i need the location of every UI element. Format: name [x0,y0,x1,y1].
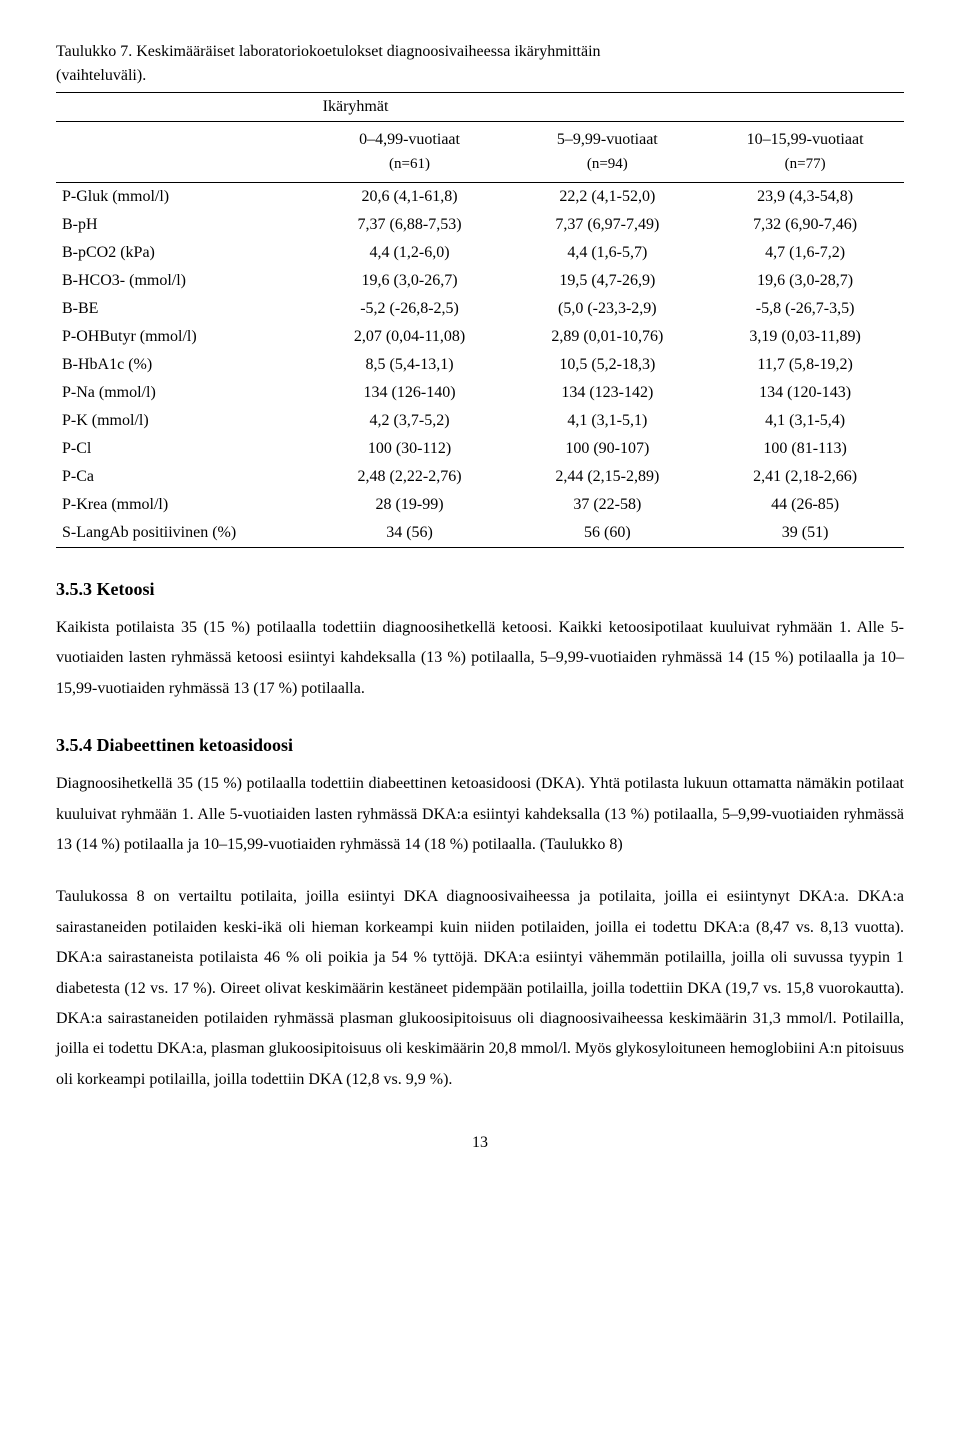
table-super-header: Ikäryhmät [311,93,904,122]
caption-line-2: (vaihteluväli). [56,67,146,84]
table-caption: Taulukko 7. Keskimääräiset laboratorioko… [56,40,904,88]
row-label: B-HbA1c (%) [56,351,311,379]
row-value: 34 (56) [311,519,509,548]
section-dka-title: 3.5.4 Diabeettinen ketoasidoosi [56,732,904,759]
table-row: B-pH7,37 (6,88-7,53)7,37 (6,97-7,49)7,32… [56,211,904,239]
row-label: P-K (mmol/l) [56,407,311,435]
row-value: 19,6 (3,0-28,7) [706,267,904,295]
row-value: 4,1 (3,1-5,4) [706,407,904,435]
row-label: B-pH [56,211,311,239]
row-label: B-BE [56,295,311,323]
row-value: 100 (81-113) [706,435,904,463]
section-dka-body-1: Diagnoosihetkellä 35 (15 %) potilaalla t… [56,769,904,860]
row-value: 2,44 (2,15-2,89) [508,463,706,491]
table-row: P-Ca2,48 (2,22-2,76)2,44 (2,15-2,89)2,41… [56,463,904,491]
page-number: 13 [56,1131,904,1155]
row-label: P-Ca [56,463,311,491]
row-value: 3,19 (0,03-11,89) [706,323,904,351]
table-row: P-Gluk (mmol/l)20,6 (4,1-61,8)22,2 (4,1-… [56,183,904,212]
table-row: P-K (mmol/l)4,2 (3,7-5,2)4,1 (3,1-5,1)4,… [56,407,904,435]
row-value: 22,2 (4,1-52,0) [508,183,706,212]
table-row: P-Krea (mmol/l)28 (19-99)37 (22-58)44 (2… [56,491,904,519]
row-value: 28 (19-99) [311,491,509,519]
row-value: 11,7 (5,8-19,2) [706,351,904,379]
row-value: 10,5 (5,2-18,3) [508,351,706,379]
group-0-n: (n=61) [389,156,430,172]
group-1-label: 5–9,99-vuotiaat [557,131,658,148]
row-value: 134 (126-140) [311,379,509,407]
row-value: 2,48 (2,22-2,76) [311,463,509,491]
row-label: P-Na (mmol/l) [56,379,311,407]
row-value: 2,89 (0,01-10,76) [508,323,706,351]
row-value: 4,1 (3,1-5,1) [508,407,706,435]
table-row: B-HbA1c (%)8,5 (5,4-13,1)10,5 (5,2-18,3)… [56,351,904,379]
table-row: B-BE-5,2 (-26,8-2,5)(5,0 (-23,3-2,9)-5,8… [56,295,904,323]
row-value: (5,0 (-23,3-2,9) [508,295,706,323]
row-value: 56 (60) [508,519,706,548]
table-row: P-Na (mmol/l)134 (126-140)134 (123-142)1… [56,379,904,407]
row-value: 7,37 (6,88-7,53) [311,211,509,239]
row-value: 7,32 (6,90-7,46) [706,211,904,239]
group-1-n: (n=94) [587,156,628,172]
row-value: 4,4 (1,6-5,7) [508,239,706,267]
row-value: 20,6 (4,1-61,8) [311,183,509,212]
row-label: P-Gluk (mmol/l) [56,183,311,212]
row-value: 134 (120-143) [706,379,904,407]
row-value: 4,7 (1,6-7,2) [706,239,904,267]
row-value: 19,6 (3,0-26,7) [311,267,509,295]
row-label: P-Cl [56,435,311,463]
row-value: 100 (30-112) [311,435,509,463]
row-label: B-pCO2 (kPa) [56,239,311,267]
row-value: 4,2 (3,7-5,2) [311,407,509,435]
row-label: P-Krea (mmol/l) [56,491,311,519]
row-value: 4,4 (1,2-6,0) [311,239,509,267]
table-row: P-OHButyr (mmol/l)2,07 (0,04-11,08)2,89 … [56,323,904,351]
lab-results-table: Ikäryhmät 0–4,99-vuotiaat (n=61) 5–9,99-… [56,92,904,548]
section-ketoosi-body: Kaikista potilaista 35 (15 %) potilaalla… [56,613,904,704]
row-value: 23,9 (4,3-54,8) [706,183,904,212]
row-value: 8,5 (5,4-13,1) [311,351,509,379]
row-value: 2,07 (0,04-11,08) [311,323,509,351]
row-value: 100 (90-107) [508,435,706,463]
group-2-n: (n=77) [785,156,826,172]
table-row: S-LangAb positiivinen (%)34 (56)56 (60)3… [56,519,904,548]
section-dka-body-2: Taulukossa 8 on vertailtu potilaita, joi… [56,882,904,1095]
row-value: 134 (123-142) [508,379,706,407]
caption-line-1: Taulukko 7. Keskimääräiset laboratorioko… [56,43,601,60]
row-value: 44 (26-85) [706,491,904,519]
row-value: 39 (51) [706,519,904,548]
row-value: 37 (22-58) [508,491,706,519]
row-value: 7,37 (6,97-7,49) [508,211,706,239]
row-value: -5,8 (-26,7-3,5) [706,295,904,323]
group-0-label: 0–4,99-vuotiaat [359,131,460,148]
row-label: P-OHButyr (mmol/l) [56,323,311,351]
group-2-label: 10–15,99-vuotiaat [747,131,864,148]
row-value: -5,2 (-26,8-2,5) [311,295,509,323]
table-row: P-Cl100 (30-112)100 (90-107)100 (81-113) [56,435,904,463]
table-row: B-HCO3- (mmol/l)19,6 (3,0-26,7)19,5 (4,7… [56,267,904,295]
section-ketoosi-title: 3.5.3 Ketoosi [56,576,904,603]
row-label: S-LangAb positiivinen (%) [56,519,311,548]
row-label: B-HCO3- (mmol/l) [56,267,311,295]
table-row: B-pCO2 (kPa)4,4 (1,2-6,0)4,4 (1,6-5,7)4,… [56,239,904,267]
row-value: 2,41 (2,18-2,66) [706,463,904,491]
row-value: 19,5 (4,7-26,9) [508,267,706,295]
